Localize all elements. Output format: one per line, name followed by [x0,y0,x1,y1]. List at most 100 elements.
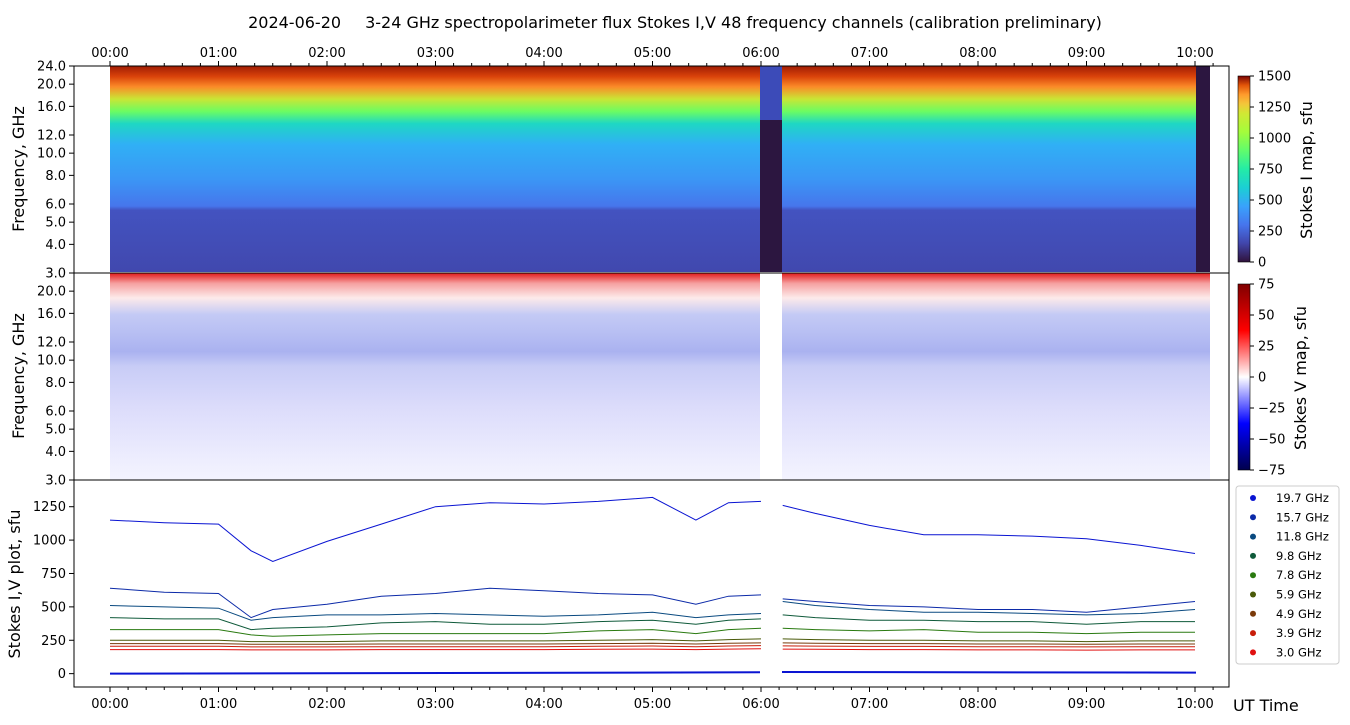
legend-marker [1250,610,1256,617]
frequency-tick-label: 16.0 [37,100,66,115]
top-time-label: 07:00 [851,46,888,61]
colorbar-tick-label: −25 [1258,402,1285,417]
bottom-time-label: 04:00 [525,697,562,712]
stokes-line-y-axis: 0 250 500 750 1000 1250 [33,500,74,682]
frequency-tick-label: 4.0 [45,238,66,253]
top-time-label: 10:00 [1176,46,1213,61]
legend-marker [1250,514,1256,521]
top-time-label: 09:00 [1068,46,1105,61]
stokes-v-data-gap [760,273,782,480]
frequency-tick-label: 3.0 [45,474,66,489]
top-time-axis: 00:00 01:00 02:00 03:00 04:00 05:00 06:00 07:00… [91,46,1214,66]
stokes-i-ylabel: Frequency, GHz [9,106,28,232]
frequency-tick-label: 24.0 [37,60,66,75]
colorbar-tick-label: 1500 [1258,70,1291,85]
legend-label: 3.9 GHz [1276,626,1322,640]
stokes-i-heatmap [110,66,1210,272]
series-line-4 [110,627,1195,637]
top-time-label: 00:00 [91,46,128,61]
x-axis-label: UT Time [1233,696,1299,715]
series-line-2 [109,601,1196,621]
stokes-v-ylabel: Frequency, GHz [9,313,28,439]
bottom-time-label: 02:00 [308,697,345,712]
top-time-label: 02:00 [308,46,345,61]
legend-label: 15.7 GHz [1276,510,1329,524]
top-time-label: 01:00 [200,46,237,61]
colorbar-tick-label: 750 [1258,163,1283,178]
colorbar-tick-label: 0 [1258,371,1266,386]
colorbar-tick-label: 1250 [1258,101,1291,116]
value-tick-label: 750 [41,567,66,582]
frequency-tick-label: 8.0 [45,376,66,391]
stokes-line-frame [73,479,1230,688]
top-time-label: 06:00 [742,46,779,61]
frequency-tick-label: 20.0 [37,285,66,300]
series-line-6 [110,642,1195,645]
legend-label: 5.9 GHz [1276,588,1322,602]
stokes-i-y-axis: 3.0 4.0 5.0 6.0 8.0 10.0 12.0 16.0 20.0 24.0 [37,60,74,282]
series-line-5 [110,638,1195,643]
legend-label: 11.8 GHz [1276,530,1329,544]
colorbar-tick-label: 50 [1258,309,1275,324]
series-line-1 [109,587,1196,619]
top-time-label: 03:00 [417,46,454,61]
frequency-tick-label: 5.0 [45,423,66,438]
bottom-time-label: 05:00 [634,697,671,712]
series-line-3 [109,614,1195,631]
top-time-label: 04:00 [525,46,562,61]
legend-label: 4.9 GHz [1276,607,1322,621]
stokes-v-y-axis: 3.0 4.0 5.0 6.0 8.0 10.0 12.0 16.0 20.0 [37,285,74,489]
colorbar-tick-label: 0 [1258,256,1266,271]
bottom-time-label: 03:00 [417,697,454,712]
frequency-tick-label: 6.0 [45,198,66,213]
series-line-7 [110,645,1195,648]
top-time-label: 05:00 [634,46,671,61]
value-tick-label: 0 [58,667,66,682]
bottom-time-label: 01:00 [200,697,237,712]
legend-marker [1250,552,1256,559]
bottom-time-label: 06:00 [742,697,779,712]
frequency-tick-label: 12.0 [37,129,66,144]
stokes-v-panel: 3.0 4.0 5.0 6.0 8.0 10.0 12.0 16.0 20.0 Frequenc… [9,272,1310,489]
colorbar-tick-label: 500 [1258,194,1283,209]
frequency-tick-label: 12.0 [37,336,66,351]
frequency-tick-label: 8.0 [45,169,66,184]
stokes-line-ylabel: Stokes I,V plot, sfu [5,510,24,659]
legend-marker [1250,649,1256,656]
value-tick-label: 250 [41,634,66,649]
legend-marker [1250,572,1256,579]
legend-marker [1250,630,1256,637]
series-line-0 [109,496,1196,563]
legend-entries: 19.7 GHz 15.7 GHz 11.8 GHz 9.8 GHz 7.8 GHz 5.… [1250,491,1329,659]
colorbar-tick-label: 75 [1258,278,1275,293]
colorbar-tick-label: −50 [1258,433,1285,448]
bottom-time-label: 07:00 [851,697,888,712]
stokes-i-colorbar-label: Stokes I map, sfu [1297,101,1316,239]
stokes-v-heatmap [110,273,1210,480]
frequency-tick-label: 20.0 [37,78,66,93]
colorbar-tick-label: 25 [1258,340,1275,355]
stokes-v-trace [109,671,1197,675]
frequency-tick-label: 10.0 [37,354,66,369]
colorbar-tick-label: 1000 [1258,132,1291,147]
frequency-tick-label: 16.0 [37,307,66,322]
legend-marker [1250,495,1256,501]
frequency-tick-label: 3.0 [45,267,66,282]
stokes-i-colorbar [1237,75,1251,263]
frequency-tick-label: 10.0 [37,147,66,162]
stokes-lines [109,496,1197,675]
legend [1235,485,1340,665]
stokes-v-colorbar-label: Stokes V map, sfu [1291,306,1310,450]
bottom-time-label: 10:00 [1176,697,1213,712]
legend-label: 7.8 GHz [1276,568,1322,582]
stokes-v-colorbar [1237,283,1251,471]
value-tick-label: 500 [41,600,66,615]
legend-label: 9.8 GHz [1276,549,1322,563]
bottom-time-label: 09:00 [1068,697,1105,712]
bottom-time-axis: 00:00 01:00 02:00 03:00 04:00 05:00 06:00 07:00… [91,687,1214,712]
value-tick-label: 1000 [33,534,66,549]
stokes-i-colorbar-ticks: 0 250 500 750 1000 1250 1500 [1250,70,1291,271]
frequency-tick-label: 4.0 [45,445,66,460]
